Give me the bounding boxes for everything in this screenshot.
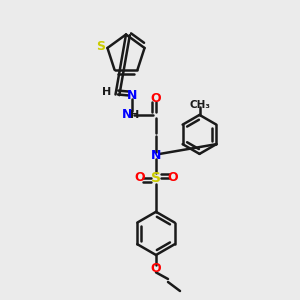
- Text: N: N: [151, 149, 161, 162]
- Text: H: H: [103, 87, 112, 97]
- Text: N: N: [122, 108, 132, 122]
- Text: N: N: [127, 89, 137, 102]
- Text: O: O: [151, 262, 161, 275]
- Text: S: S: [96, 40, 105, 53]
- Text: O: O: [134, 171, 145, 184]
- Text: O: O: [151, 92, 161, 105]
- Text: CH₃: CH₃: [189, 100, 210, 110]
- Text: O: O: [167, 171, 178, 184]
- Text: S: S: [151, 171, 161, 185]
- Text: H: H: [130, 110, 139, 120]
